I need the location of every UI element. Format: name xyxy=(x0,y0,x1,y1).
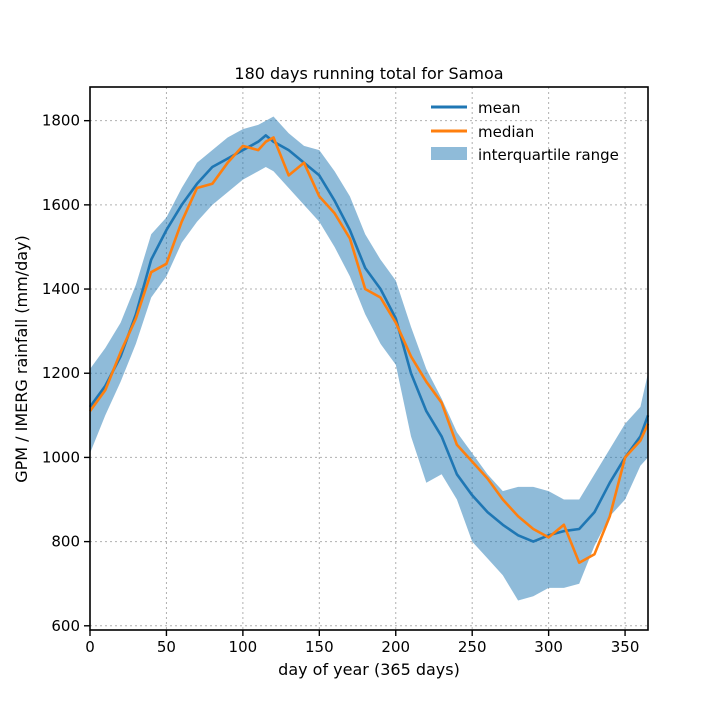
series-lines xyxy=(88,134,650,565)
x-tick-label: 50 xyxy=(157,638,176,656)
legend-swatch-iqr xyxy=(431,147,467,160)
median-line xyxy=(88,136,650,565)
x-tick-label: 200 xyxy=(381,638,410,656)
legend-label-iqr: interquartile range xyxy=(478,146,619,164)
x-tick-label: 300 xyxy=(534,638,563,656)
y-tick-label: 1400 xyxy=(42,280,80,298)
legend-label-mean: mean xyxy=(478,99,521,117)
x-tick-label: 0 xyxy=(85,638,95,656)
y-tick-label: 1600 xyxy=(42,196,80,214)
x-tick-label: 350 xyxy=(611,638,640,656)
x-tick-label: 100 xyxy=(229,638,258,656)
plot-frame xyxy=(89,86,649,631)
legend: mean median interquartile range xyxy=(431,99,619,164)
x-tick-label: 250 xyxy=(458,638,487,656)
y-tick-label: 1800 xyxy=(42,112,80,130)
y-tick-label: 1000 xyxy=(42,448,80,466)
legend-label-median: median xyxy=(478,123,534,141)
x-tick-label: 150 xyxy=(305,638,334,656)
y-tick-label: 1200 xyxy=(42,364,80,382)
y-tick-label: 800 xyxy=(51,533,80,551)
mean-line xyxy=(88,134,650,543)
y-axis-label: GPM / IMERG rainfall (mm/day) xyxy=(12,235,31,483)
chart-title: 180 days running total for Samoa xyxy=(234,64,503,83)
x-axis-label: day of year (365 days) xyxy=(278,660,460,679)
axis-ticks: 0 50 100 150 200 250 300 350 600 800 1000 1200 1400 1… xyxy=(42,112,640,656)
y-tick-label: 600 xyxy=(51,617,80,635)
